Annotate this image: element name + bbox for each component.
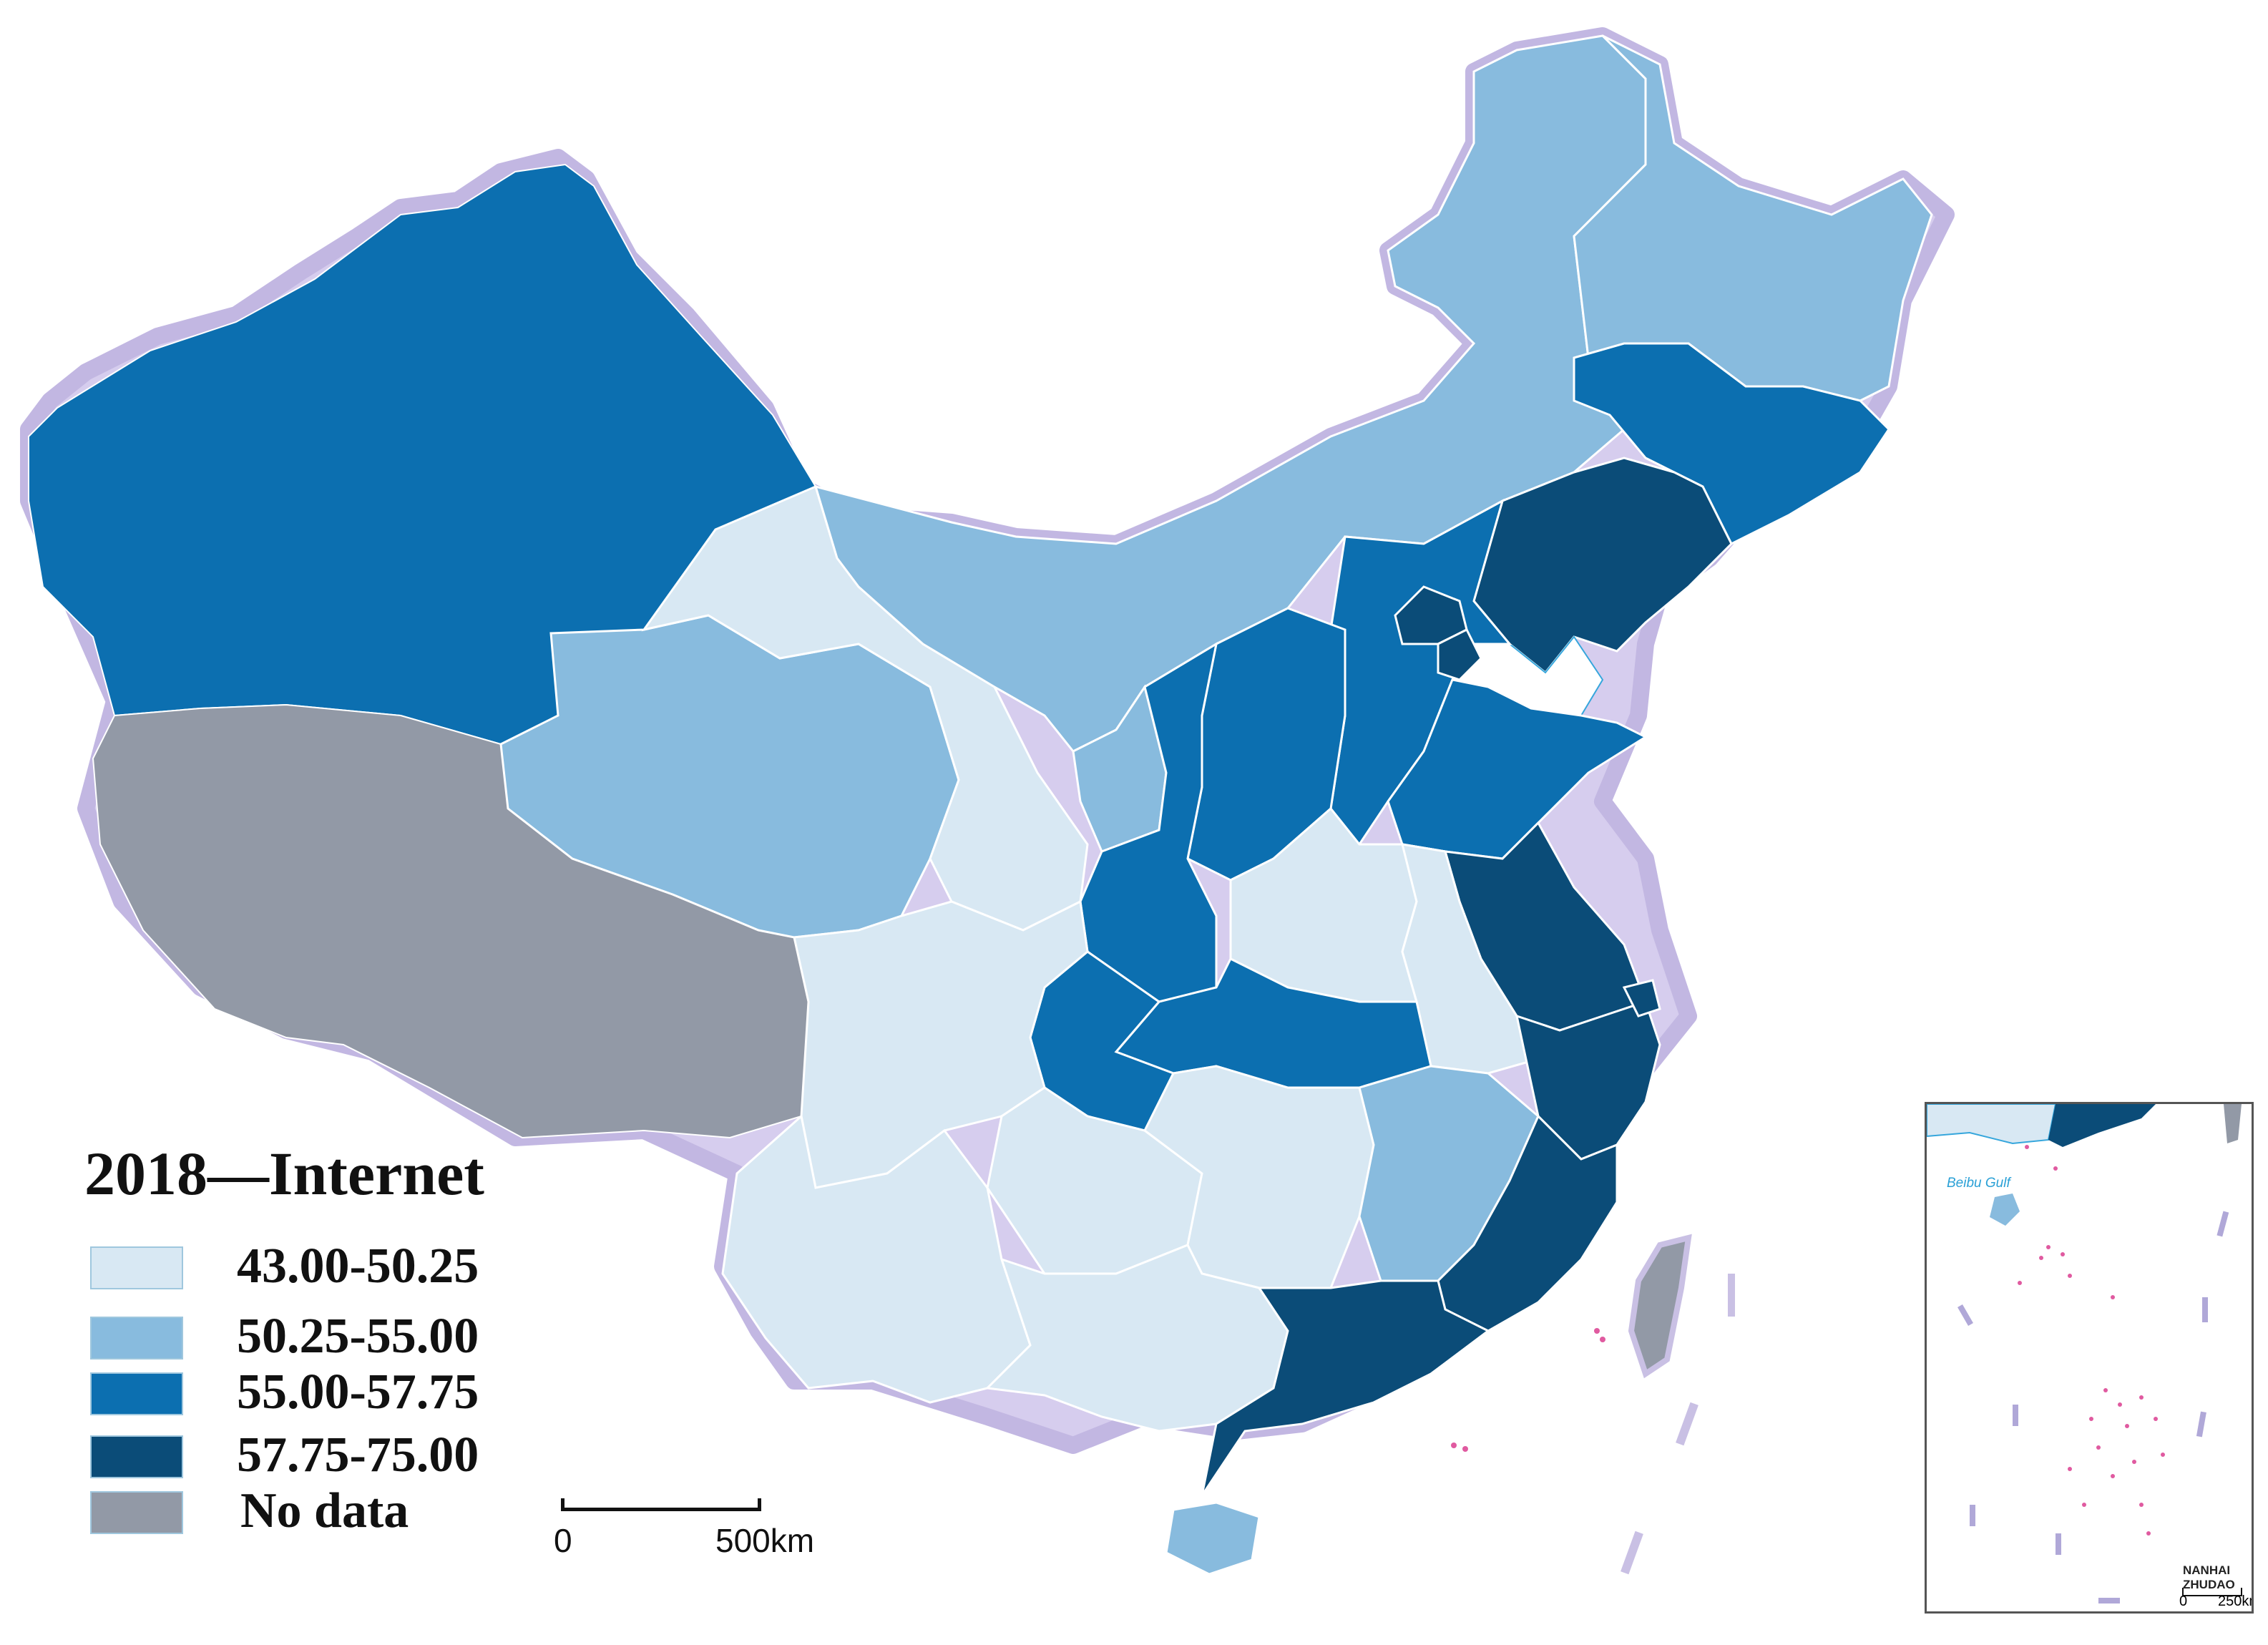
inset-scale-bar: 0 250km [2179,1585,2252,1609]
inset-scale-start: 0 [2179,1593,2188,1609]
legend-swatch [90,1491,183,1534]
legend-swatch [90,1246,183,1289]
legend-label: 55.00-57.75 [237,1365,479,1420]
scale-bar: 0 500km [554,1488,814,1559]
scale-bar-line [561,1498,761,1511]
region-taiwan [1628,1234,1692,1379]
inset-map [1927,1104,2242,1603]
region-fujian [1437,1114,1618,1332]
island-dots [1451,1328,1605,1452]
south-sea-island-marks [1621,1274,1735,1575]
inset-island-dots [2018,1145,2165,1536]
inset-mainland-dark [2048,1104,2156,1147]
legend-item: 57.75-75.00 [90,1427,479,1483]
legend-item: No data [90,1483,409,1538]
inset-dashes [1957,1211,2229,1603]
legend-swatch [90,1435,183,1478]
region-anhui [1400,843,1540,1075]
legend-swatch [90,1317,183,1360]
inset-taiwan [2224,1104,2242,1143]
region-guangdong [1201,1279,1490,1496]
inset-title: NANHAI ZHUDAO [2183,1563,2235,1591]
legend-label: 57.75-75.00 [237,1427,479,1483]
inset-mainland-light [1927,1104,2057,1145]
legend-item: 50.25-55.00 [90,1309,479,1364]
legend-label: No data [240,1483,409,1538]
inset-gulf-label: Beibu Gulf [1947,1176,2010,1191]
inset-hainan [1990,1194,2020,1226]
legend-item: 43.00-50.25 [90,1239,479,1294]
legend-item: 55.00-57.75 [90,1365,479,1420]
legend-label: 50.25-55.00 [237,1309,479,1364]
south-china-sea-inset: Beibu Gulf NANHAI ZHUDAO 0 250km [1925,1102,2254,1614]
region-shanghai [1622,979,1661,1017]
region-hainan [1165,1501,1261,1576]
legend-title: 2018—Internet [84,1139,484,1208]
legend-swatch [90,1372,183,1415]
region-jilin [1573,342,1890,546]
scale-end-label: 500km [715,1522,815,1559]
inset-scale-end: 250km [2218,1593,2252,1609]
legend-label: 43.00-50.25 [237,1239,479,1294]
scale-start-label: 0 [554,1522,572,1559]
region-tianjin [1437,628,1482,681]
